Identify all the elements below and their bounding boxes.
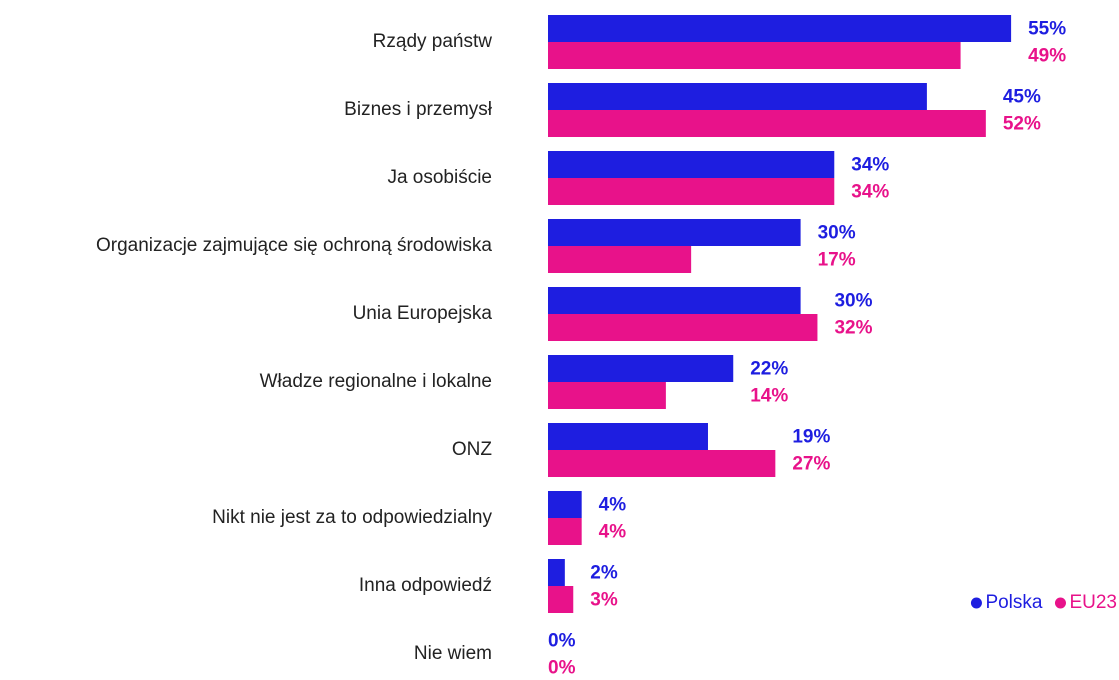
category-label: Organizacje zajmujące się ochroną środow… bbox=[96, 235, 492, 256]
category-label: Unia Europejska bbox=[353, 303, 493, 324]
category-label: Nie wiem bbox=[414, 643, 492, 664]
value-label: 3% bbox=[590, 590, 618, 611]
bar bbox=[548, 586, 574, 613]
category-label: Rządy państw bbox=[373, 31, 493, 52]
bar bbox=[548, 518, 582, 545]
value-label: 4% bbox=[599, 522, 627, 543]
bar bbox=[548, 178, 835, 205]
value-label: 34% bbox=[851, 182, 889, 203]
value-label: 32% bbox=[834, 318, 872, 339]
legend-label: EU23 bbox=[1069, 592, 1117, 613]
bar bbox=[548, 450, 776, 477]
value-label: 0% bbox=[548, 658, 576, 679]
category-label: Nikt nie jest za to odpowiedzialny bbox=[212, 507, 492, 528]
category-label: ONZ bbox=[452, 439, 493, 460]
value-label: 27% bbox=[792, 454, 830, 475]
value-label: 2% bbox=[590, 563, 618, 584]
value-label: 34% bbox=[851, 155, 889, 176]
bar bbox=[548, 246, 692, 273]
category-label: Ja osobiście bbox=[387, 167, 492, 188]
bar bbox=[548, 110, 986, 137]
bar bbox=[548, 287, 801, 314]
value-label: 19% bbox=[792, 427, 830, 448]
value-label: 4% bbox=[599, 495, 627, 516]
value-label: 17% bbox=[818, 250, 856, 271]
value-label: 52% bbox=[1003, 114, 1041, 135]
bar bbox=[548, 151, 835, 178]
category-label: Władze regionalne i lokalne bbox=[260, 371, 492, 392]
value-label: 30% bbox=[834, 291, 872, 312]
bar bbox=[548, 423, 708, 450]
legend-label: Polska bbox=[985, 592, 1042, 613]
value-label: 14% bbox=[750, 386, 788, 407]
bar bbox=[548, 314, 818, 341]
bar bbox=[548, 42, 961, 69]
legend-swatch bbox=[970, 597, 982, 609]
value-label: 22% bbox=[750, 359, 788, 380]
bar bbox=[548, 15, 1012, 42]
bar bbox=[548, 355, 734, 382]
value-label: 45% bbox=[1003, 87, 1041, 108]
value-label: 30% bbox=[818, 223, 856, 244]
value-label: 55% bbox=[1028, 19, 1066, 40]
bar bbox=[548, 559, 565, 586]
bar bbox=[548, 83, 927, 110]
legend-swatch bbox=[1054, 597, 1066, 609]
category-label: Inna odpowiedź bbox=[359, 575, 492, 596]
bar bbox=[548, 491, 582, 518]
bar bbox=[548, 382, 666, 409]
category-label: Biznes i przemysł bbox=[344, 99, 493, 120]
bar bbox=[548, 219, 801, 246]
value-label: 49% bbox=[1028, 46, 1066, 67]
value-label: 0% bbox=[548, 631, 576, 652]
